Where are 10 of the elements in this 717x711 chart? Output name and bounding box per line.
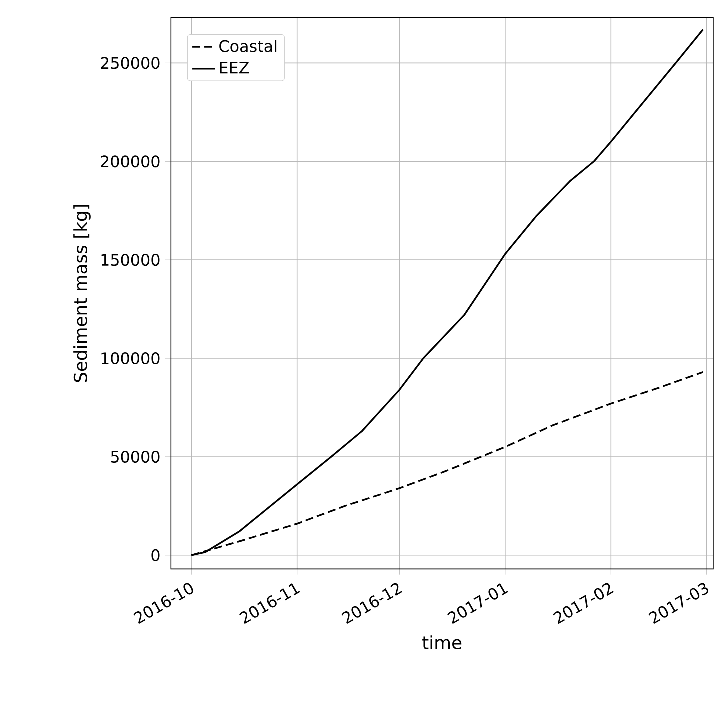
y-tick-label: 200000	[101, 155, 160, 168]
legend-label: Coastal	[220, 40, 277, 52]
y-tick-label: 100000	[102, 352, 160, 364]
legend-label: EEZ	[220, 62, 250, 74]
y-tick-label: 150000	[102, 254, 160, 266]
y-tick-label: 0	[152, 549, 160, 562]
y-tick-label: 50000	[111, 450, 160, 463]
y-tick-label: 250000	[101, 56, 160, 69]
y-axis-title: Sediment mass [kg]	[74, 204, 91, 382]
x-axis-title: time	[422, 635, 462, 650]
